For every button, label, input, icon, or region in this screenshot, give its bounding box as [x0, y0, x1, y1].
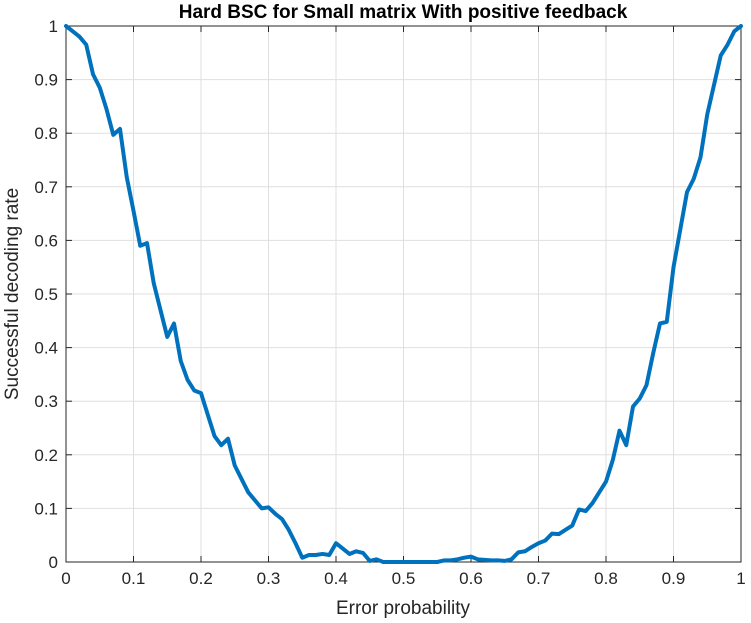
- y-tick-label: 0.5: [34, 285, 58, 304]
- y-tick-label: 0.4: [34, 339, 58, 358]
- x-tick-label: 0: [61, 569, 70, 588]
- chart-title: Hard BSC for Small matrix With positive …: [179, 2, 628, 23]
- y-tick-label: 0.1: [34, 499, 58, 518]
- x-tick-label: 0.3: [257, 569, 281, 588]
- y-tick-label: 0.6: [34, 231, 58, 250]
- x-axis-label: Error probability: [336, 598, 471, 619]
- series-group: [64, 24, 743, 564]
- y-axis-label: Successful decoding rate: [2, 188, 23, 400]
- y-tick-label: 0: [49, 553, 58, 572]
- x-tick-label: 0.8: [594, 569, 618, 588]
- x-tick-label: 0.6: [459, 569, 483, 588]
- x-tick-label: 0.2: [189, 569, 213, 588]
- x-tick-label: 0.1: [122, 569, 146, 588]
- tick-labels: 0 0.1 0.2 0.3 0.4 0.5 0.6 0.7 0.8 0.9 1 0 0.1 0.2 0.3 0…: [34, 17, 745, 588]
- y-tick-label: 0.2: [34, 446, 58, 465]
- y-tick-label: 0.8: [34, 124, 58, 143]
- y-tick-label: 0.7: [34, 178, 58, 197]
- x-tick-label: 0.5: [392, 569, 416, 588]
- x-tick-label: 1: [736, 569, 745, 588]
- y-tick-label: 1: [49, 17, 58, 36]
- x-tick-label: 0.4: [324, 569, 348, 588]
- x-tick-label: 0.9: [662, 569, 686, 588]
- x-tick-label: 0.7: [527, 569, 551, 588]
- series-line: [64, 24, 743, 564]
- y-tick-label: 0.9: [34, 71, 58, 90]
- y-tick-label: 0.3: [34, 392, 58, 411]
